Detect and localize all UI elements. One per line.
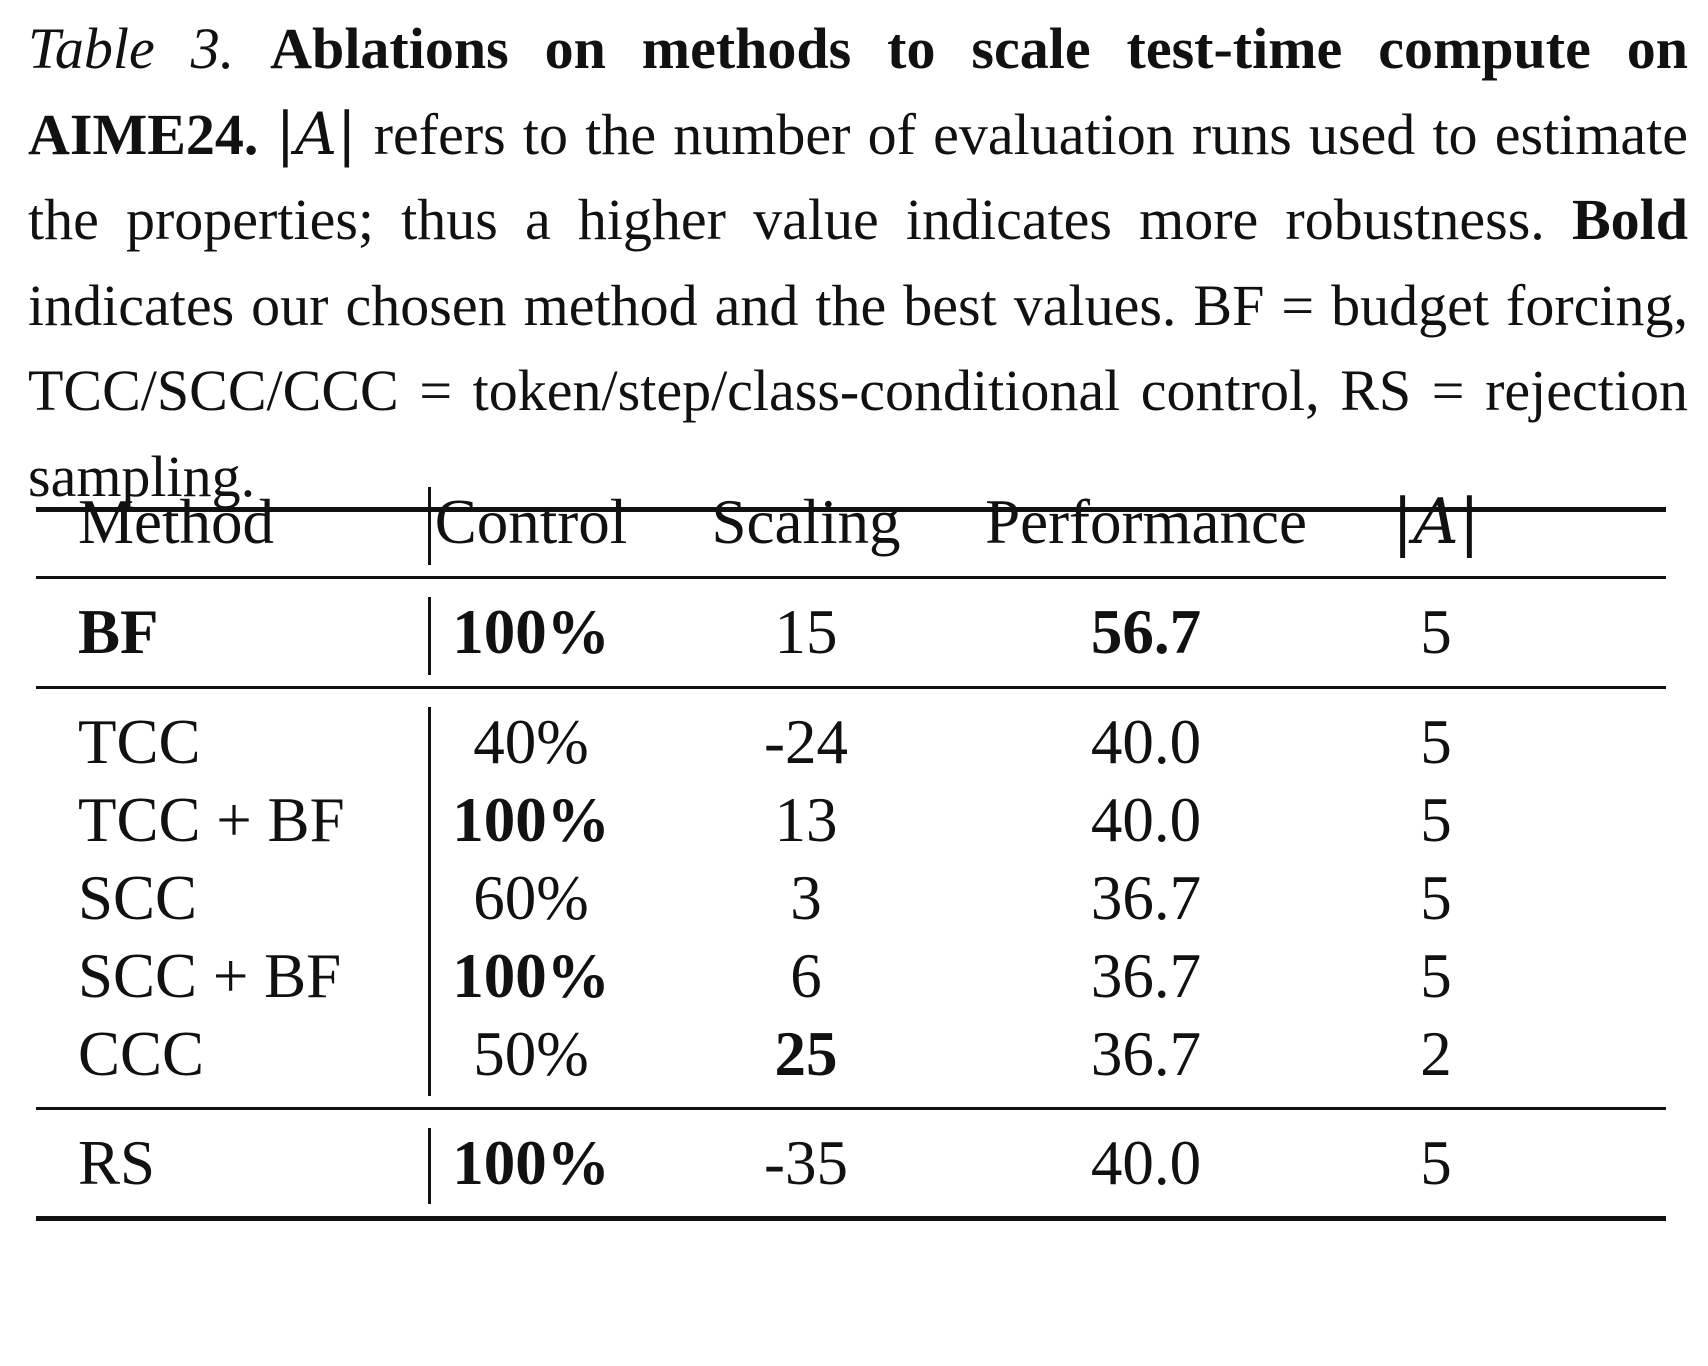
table-row-bf-scaling: 15 xyxy=(774,597,838,667)
caption-text-1: refers to the number of evaluation runs … xyxy=(28,101,1688,253)
caption-bold-word: Bold xyxy=(1571,187,1689,252)
table-caption: Table 3. Ablations on methods to scale t… xyxy=(28,6,1688,519)
table-row-ccc-method: CCC xyxy=(78,1019,205,1089)
header-method: Method xyxy=(78,487,274,557)
table-row-ccc-performance: 36.7 xyxy=(1090,1019,1202,1089)
table-row-scc-bf-method: SCC + BF xyxy=(78,941,342,1011)
table-row-scc-scaling: 3 xyxy=(790,863,822,933)
table-top-rule xyxy=(36,507,1666,512)
table-row-tcc-performance: 40.0 xyxy=(1090,707,1202,777)
table-row-tcc-bf-performance: 40.0 xyxy=(1090,785,1202,855)
table-row-bf-performance: 56.7 xyxy=(1090,597,1202,667)
table-row-rs-scaling: -35 xyxy=(764,1128,848,1198)
group-rule-2 xyxy=(36,1107,1666,1110)
table-row-scc-bf-control: 100% xyxy=(452,941,610,1011)
group-rule-1 xyxy=(36,686,1666,689)
table-row-scc-bf-performance: 36.7 xyxy=(1090,941,1202,1011)
header-rule xyxy=(36,576,1666,579)
caption-text-2: indicates our chosen method and the best… xyxy=(28,272,1688,509)
table-row-tcc-bf-scaling: 13 xyxy=(774,785,838,855)
column-separator xyxy=(428,1128,431,1204)
table-row-scc-performance: 36.7 xyxy=(1090,863,1202,933)
table-row-scc-runs: 5 xyxy=(1420,863,1452,933)
table-row-tcc-scaling: -24 xyxy=(764,707,848,777)
table-label: Table 3. xyxy=(28,16,235,81)
table-row-tcc-method: TCC xyxy=(78,707,201,777)
table-row-tcc-bf-method: TCC + BF xyxy=(78,785,345,855)
table-row-rs-performance: 40.0 xyxy=(1090,1128,1202,1198)
table-row-rs-method: RS xyxy=(78,1128,156,1198)
caption-title: Ablations on methods to scale test-time … xyxy=(28,16,1689,167)
column-separator xyxy=(428,597,431,675)
table-row-rs-control: 100% xyxy=(452,1128,610,1198)
table-row-scc-method: SCC xyxy=(78,863,198,933)
header-scaling: Scaling xyxy=(711,487,901,557)
caption-runs-symbol: |A| xyxy=(275,99,357,168)
header-control: Control xyxy=(434,487,628,557)
table-row-bf-method: BF xyxy=(78,597,159,667)
table-row-tcc-runs: 5 xyxy=(1420,707,1452,777)
table-bottom-rule xyxy=(36,1216,1666,1221)
table-row-tcc-bf-control: 100% xyxy=(452,785,610,855)
table-row-tcc-control: 40% xyxy=(473,707,589,777)
table-row-tcc-bf-runs: 5 xyxy=(1420,785,1452,855)
table-row-scc-bf-runs: 5 xyxy=(1420,941,1452,1011)
table-row-bf-runs: 5 xyxy=(1420,597,1452,667)
table-row-scc-bf-scaling: 6 xyxy=(790,941,822,1011)
table-row-rs-runs: 5 xyxy=(1420,1128,1452,1198)
table-row-ccc-runs: 2 xyxy=(1420,1019,1452,1089)
column-separator xyxy=(428,707,431,1096)
table-row-scc-control: 60% xyxy=(473,863,589,933)
table-row-bf-control: 100% xyxy=(452,597,610,667)
column-separator xyxy=(428,487,431,565)
header-runs: |A| xyxy=(1392,485,1480,558)
header-performance: Performance xyxy=(985,487,1307,557)
table-row-ccc-control: 50% xyxy=(473,1019,589,1089)
table-row-ccc-scaling: 25 xyxy=(774,1019,838,1089)
